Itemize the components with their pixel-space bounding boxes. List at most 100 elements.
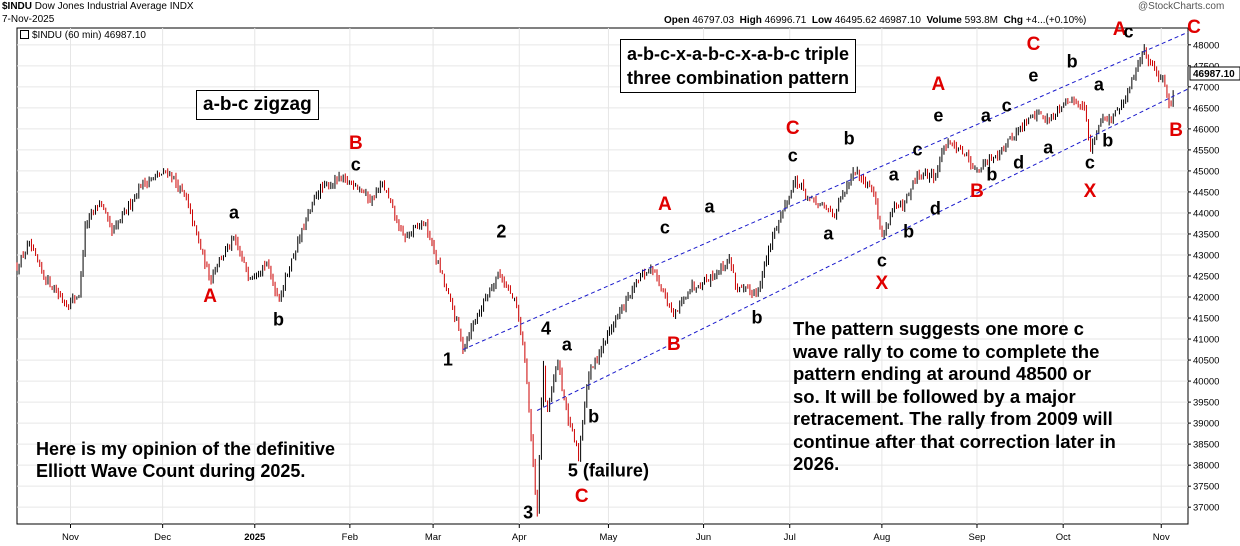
wave-label: a: [888, 164, 899, 185]
wave-label: d: [929, 198, 941, 219]
x-tick-label: Aug: [873, 532, 890, 543]
wave-label: A: [931, 73, 946, 95]
wave-label: 1: [442, 349, 453, 370]
ohlc-readout: Open 46797.03 High 46996.71 Low 46495.62…: [664, 15, 1086, 26]
y-tick-label: 41000: [1193, 335, 1219, 346]
wave-label: c: [1084, 152, 1095, 172]
y-tick-label: 39000: [1193, 419, 1219, 430]
channel-lines: [462, 31, 1189, 411]
high-label: High: [739, 15, 762, 26]
x-tick-label: Mar: [425, 532, 441, 543]
legend-swatch-icon: [20, 30, 29, 39]
wave-label: X: [875, 273, 889, 295]
x-tick-label: Apr: [512, 532, 527, 543]
y-axis: 37000 37500 38000 38500 39000 39500 40000 40500…: [1188, 40, 1219, 514]
wave-label: d: [1013, 152, 1025, 172]
series-legend: $INDU (60 min) 46987.10: [20, 30, 146, 41]
y-tick-label: 48000: [1193, 40, 1219, 51]
chg-value: +4...(+0.10%): [1025, 15, 1087, 26]
opinion-line-2: Elliott Wave Count during 2025.: [36, 461, 306, 481]
triple-three-line-2: three combination pattern: [627, 68, 850, 88]
wave-label: b: [588, 406, 600, 427]
zigzag-box: a-b-c zigzag: [196, 90, 319, 120]
y-tick-label: 47000: [1193, 82, 1219, 93]
channel-line: [536, 88, 1189, 411]
wave-label: C: [1187, 17, 1201, 38]
low-value: 46495.62: [834, 15, 877, 26]
x-tick-label: Jul: [784, 532, 796, 543]
y-tick-label: 42000: [1193, 293, 1219, 304]
wave-label: 4: [541, 318, 552, 339]
wave-label: X: [1083, 180, 1097, 202]
forecast-line: wave rally to come to complete the: [793, 340, 1100, 362]
candles: [16, 44, 1174, 517]
open-value: 46797.03: [692, 15, 735, 26]
close-value: 46987.10: [879, 15, 921, 26]
volume-label: Volume: [926, 15, 962, 26]
x-tick-label: Nov: [62, 532, 79, 543]
wave-label: a: [980, 105, 991, 126]
watermark: @StockCharts.com: [1138, 1, 1225, 12]
opinion-line-1: Here is my opinion of the definitive: [36, 439, 336, 459]
y-tick-label: 44000: [1193, 208, 1219, 219]
wave-label: e: [1028, 65, 1039, 86]
wave-label: a: [823, 223, 834, 244]
forecast-line: retracement. The rally from 2009 will: [793, 408, 1113, 429]
wave-label: a: [561, 334, 572, 355]
wave-label: B: [970, 180, 984, 202]
wave-label: a: [704, 196, 715, 217]
volume-value: 593.8M: [964, 15, 998, 26]
forecast-line: pattern ending at around 48500 or: [793, 363, 1092, 384]
opinion-note: Here is my opinion of the definitive Ell…: [36, 438, 335, 482]
wave-label: c: [659, 217, 670, 238]
wave-label: B: [666, 334, 681, 356]
wave-label: c: [912, 139, 923, 160]
chg-label: Chg: [1003, 15, 1024, 26]
y-tick-label: 41500: [1193, 314, 1219, 325]
wave-label: e: [933, 105, 944, 126]
wave-label: C: [1026, 33, 1041, 55]
y-tick-label: 37500: [1193, 482, 1219, 493]
x-axis: Nov Dec 2025 Feb Mar Apr May Jun Jul Aug Sep Oct Nov: [62, 524, 1170, 543]
wave-label: b: [843, 128, 855, 149]
legend-text: $INDU (60 min) 46987.10: [32, 30, 146, 41]
chart-date: 7-Nov-2025: [2, 14, 55, 25]
wave-label: c: [1123, 21, 1134, 42]
y-tick-label: 38500: [1193, 440, 1219, 451]
y-tick-label: 46500: [1193, 103, 1219, 114]
wave-label: b: [903, 221, 915, 242]
wave-label: b: [1066, 51, 1078, 72]
low-label: Low: [811, 15, 832, 26]
y-tick-label: 42500: [1193, 272, 1219, 283]
forecast-note: The pattern suggests one more c wave ral…: [793, 318, 1116, 476]
x-tick-label: May: [599, 532, 617, 543]
triple-three-box: a-b-c-x-a-b-c-x-a-b-c triple three combi…: [620, 39, 857, 93]
wave-label: A: [1112, 19, 1127, 41]
wave-label: A: [203, 286, 218, 308]
wave-label: B: [1169, 119, 1183, 141]
wave-label: A: [658, 193, 672, 215]
wave-label: c: [876, 250, 887, 271]
x-tick-label: Oct: [1056, 532, 1071, 543]
x-tick-label: Dec: [154, 532, 171, 543]
open-label: Open: [664, 15, 690, 26]
y-tick-label: 45500: [1193, 145, 1219, 156]
last-price-value: 46987.10: [1193, 69, 1235, 80]
y-tick-label: 37000: [1193, 503, 1219, 514]
channel-line: [462, 31, 1189, 351]
triple-three-line-1: a-b-c-x-a-b-c-x-a-b-c triple: [627, 44, 850, 64]
wave-label: 3: [523, 502, 534, 523]
wave-label: a: [1093, 74, 1104, 95]
y-tick-label: 43000: [1193, 250, 1219, 261]
symbol-header: $INDU Dow Jones Industrial Average INDX: [2, 1, 194, 12]
y-tick-label: 38000: [1193, 461, 1219, 472]
x-tick-label: Feb: [342, 532, 358, 543]
y-tick-label: 45000: [1193, 166, 1219, 177]
forecast-line: The pattern suggests one more c: [793, 318, 1084, 339]
wave-label: b: [751, 307, 763, 328]
wave-label: 2: [496, 221, 507, 242]
gridlines: [17, 28, 1188, 524]
forecast-line: continue after that correction later in: [793, 430, 1116, 452]
wave-label: b: [986, 164, 998, 185]
forecast-line: so. It will be followed by a major: [793, 385, 1076, 407]
